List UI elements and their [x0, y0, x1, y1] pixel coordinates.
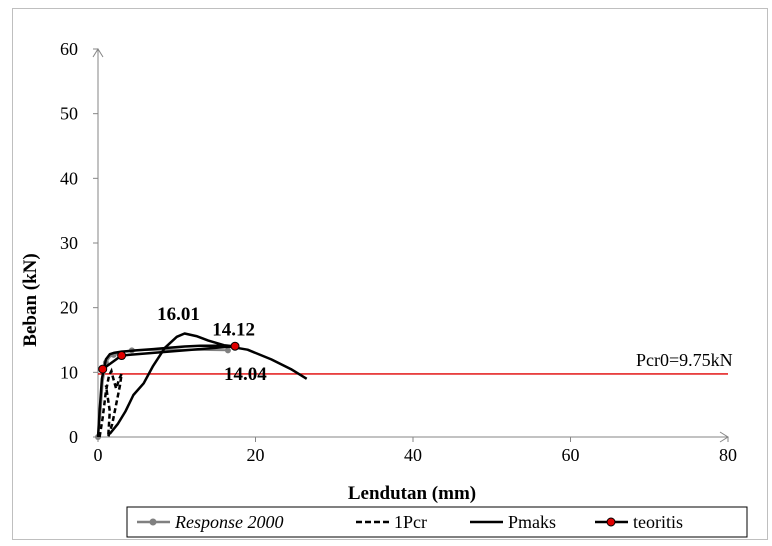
series-pmaks-line: [96, 344, 308, 438]
series-response-2000-point: [224, 347, 231, 354]
legend-label-1pcr: 1Pcr: [394, 512, 427, 532]
legend-label-response-2000: Response 2000: [174, 512, 283, 532]
x-tick-label: 40: [404, 445, 422, 465]
y-tick-label: 60: [60, 39, 78, 59]
legend-label-pmaks: Pmaks: [508, 512, 556, 532]
data-label: 14.12: [212, 319, 255, 340]
series-teoritis-point: [117, 351, 127, 361]
series-teoritis-point: [230, 341, 240, 351]
x-tick-label: 0: [94, 445, 103, 465]
legend-marker-response-2000: [149, 518, 157, 526]
y-tick-label: 50: [60, 104, 78, 124]
y-tick-label: 10: [60, 362, 78, 382]
series-pmaks-branch-2--line: [108, 332, 236, 435]
legend: Response 2000 1Pcr Pmaks teoritis: [137, 512, 683, 532]
reference-line-label: Pcr0=9.75kN: [636, 350, 733, 370]
x-tick-label: 60: [562, 445, 580, 465]
legend-label-teoritis: teoritis: [633, 512, 683, 532]
y-tick-label: 20: [60, 298, 78, 318]
y-axis-label: Beban (kN): [20, 253, 41, 346]
x-tick-label: 20: [247, 445, 265, 465]
x-axis-label: Lendutan (mm): [348, 483, 476, 504]
chart-frame: [12, 8, 768, 540]
axes: 0 20 40 60 80 0 10 20 30 40 50 60: [60, 39, 737, 465]
data-label: 16.01: [157, 304, 200, 325]
data-label: 14.04: [224, 364, 267, 385]
legend-marker-teoritis: [606, 517, 616, 527]
legend-box: [126, 506, 748, 538]
y-tick-label: 0: [69, 427, 78, 447]
series-teoritis-point: [98, 364, 108, 374]
y-tick-label: 30: [60, 233, 78, 253]
annotations: 16.01 14.12 14.04: [157, 304, 267, 385]
x-tick-label: 80: [719, 445, 737, 465]
y-tick-label: 40: [60, 168, 78, 188]
series-layer: [95, 332, 308, 440]
